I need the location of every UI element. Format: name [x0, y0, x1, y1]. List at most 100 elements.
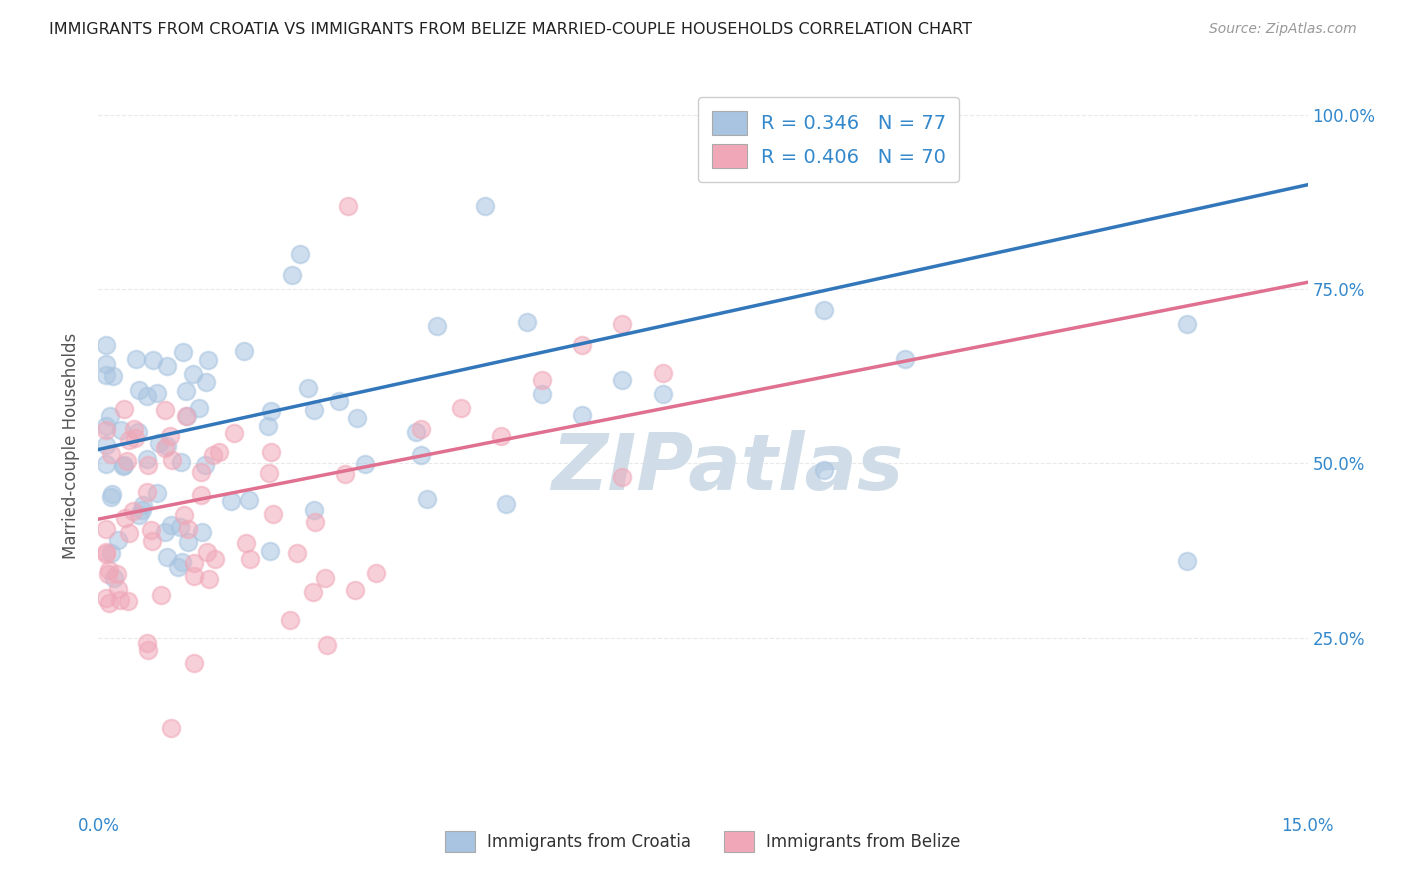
Point [173, 508, 195, 522]
Point [516, 315, 538, 329]
Point [188, 401, 211, 415]
Point [148, 436, 170, 450]
Point [117, 526, 139, 541]
Point [405, 425, 427, 440]
Point [1175, 317, 1198, 331]
Point [409, 448, 432, 462]
Point [571, 338, 593, 352]
Point [302, 584, 325, 599]
Point [314, 571, 336, 585]
Point [160, 721, 183, 735]
Point [195, 544, 218, 558]
Point [136, 452, 159, 467]
Point [101, 369, 124, 384]
Point [181, 367, 204, 381]
Point [612, 373, 634, 387]
Point [304, 515, 326, 529]
Point [346, 410, 368, 425]
Point [208, 444, 231, 458]
Text: IMMIGRANTS FROM CROATIA VS IMMIGRANTS FROM BELIZE MARRIED-COUPLE HOUSEHOLDS CORR: IMMIGRANTS FROM CROATIA VS IMMIGRANTS FR… [49, 22, 972, 37]
Point [159, 429, 181, 443]
Point [97, 596, 120, 610]
Point [122, 421, 145, 435]
Point [219, 493, 242, 508]
Point [124, 431, 146, 445]
Point [96, 591, 118, 606]
Point [150, 588, 173, 602]
Point [297, 381, 319, 395]
Point [100, 487, 122, 501]
Point [194, 458, 217, 472]
Point [302, 502, 325, 516]
Point [96, 522, 118, 536]
Point [117, 434, 139, 448]
Point [183, 557, 205, 571]
Point [281, 268, 304, 283]
Point [156, 439, 179, 453]
Point [136, 636, 159, 650]
Point [96, 368, 118, 382]
Point [194, 375, 217, 389]
Point [198, 572, 221, 586]
Point [259, 544, 281, 558]
Point [107, 533, 129, 547]
Point [222, 426, 245, 441]
Point [238, 493, 260, 508]
Point [426, 318, 449, 333]
Point [100, 546, 122, 560]
Point [491, 428, 513, 442]
Point [495, 497, 517, 511]
Point [335, 467, 357, 481]
Point [183, 656, 205, 670]
Point [474, 199, 496, 213]
Point [337, 199, 360, 213]
Point [409, 421, 432, 435]
Point [530, 386, 553, 401]
Point [257, 419, 280, 434]
Point [302, 402, 325, 417]
Point [112, 401, 135, 416]
Point [105, 566, 128, 581]
Point [450, 401, 472, 415]
Point [260, 445, 283, 459]
Point [100, 490, 122, 504]
Point [813, 463, 835, 477]
Y-axis label: Married-couple Households: Married-couple Households [62, 333, 80, 559]
Point [262, 507, 284, 521]
Point [288, 247, 311, 261]
Point [100, 447, 122, 461]
Point [169, 520, 191, 534]
Point [121, 504, 143, 518]
Point [571, 408, 593, 422]
Point [96, 438, 118, 452]
Point [141, 353, 163, 368]
Point [111, 458, 134, 473]
Point [153, 525, 176, 540]
Point [176, 384, 198, 398]
Point [172, 344, 194, 359]
Point [112, 458, 135, 472]
Point [114, 511, 136, 525]
Point [98, 409, 121, 423]
Point [257, 466, 280, 480]
Point [96, 544, 118, 558]
Point [132, 498, 155, 512]
Point [415, 491, 437, 506]
Point [259, 404, 281, 418]
Point [110, 423, 132, 437]
Point [893, 351, 915, 366]
Point [136, 458, 159, 472]
Point [146, 385, 169, 400]
Point [117, 454, 139, 468]
Point [176, 409, 198, 424]
Point [96, 457, 118, 471]
Point [190, 487, 212, 501]
Point [153, 441, 176, 455]
Point [160, 518, 183, 533]
Point [204, 552, 226, 566]
Point [651, 366, 673, 380]
Point [197, 353, 219, 368]
Point [96, 547, 118, 561]
Point [131, 503, 153, 517]
Text: Source: ZipAtlas.com: Source: ZipAtlas.com [1209, 22, 1357, 37]
